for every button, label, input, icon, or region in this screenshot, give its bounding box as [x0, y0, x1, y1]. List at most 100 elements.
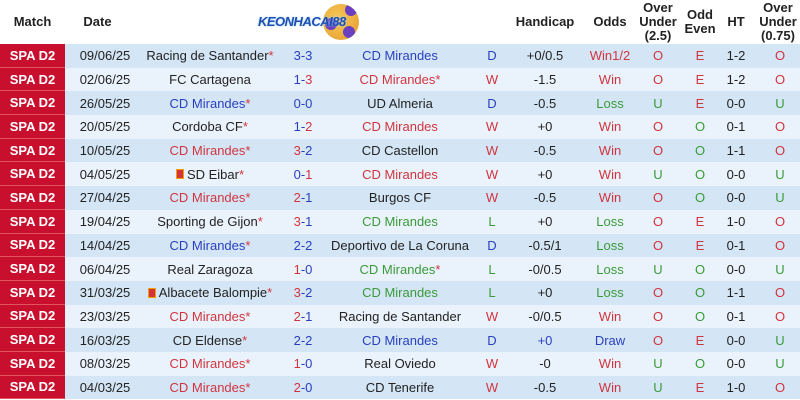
league-badge: SPA D2 [0, 375, 65, 400]
league-badge: SPA D2 [0, 44, 65, 68]
odd-even: E [680, 234, 720, 258]
away-team[interactable]: CD Mirandes * [320, 257, 480, 281]
over-under-075-text: O [774, 72, 786, 88]
odd-even-text: O [694, 190, 706, 206]
odd-even-text: E [695, 379, 705, 395]
odd-even: O [680, 305, 720, 329]
home-score: 3 [293, 143, 301, 159]
home-team[interactable]: FC Cartagena [135, 68, 285, 92]
star-icon: * [245, 143, 251, 159]
table-row[interactable]: SPA D2 31/03/25 Albacete Balompie * 3-2 CD Mi… [0, 280, 800, 305]
result-text: W [485, 379, 499, 395]
table-row[interactable]: SPA D2 09/06/25 Racing de Santander * 3-3 CD … [0, 44, 800, 68]
date-text: 26/05/25 [79, 95, 131, 111]
away-team[interactable]: CD Mirandes [320, 281, 480, 305]
table-row[interactable]: SPA D2 08/03/25 CD Mirandes * 1-0 Real Oviedo… [0, 351, 800, 376]
away-team[interactable]: Racing de Santander [320, 305, 480, 329]
star-icon: * [435, 261, 441, 277]
away-score: 1 [305, 308, 313, 324]
table-row[interactable]: SPA D2 20/05/25 Cordoba CF * 1-2 CD Mirandes W… [0, 115, 800, 139]
table-row[interactable]: SPA D2 06/04/25 Real Zaragoza 1-0 CD Mirande… [0, 257, 800, 281]
table-row[interactable]: SPA D2 19/04/25 Sporting de Gijon * 3-1 CD Mi… [0, 209, 800, 234]
table-row[interactable]: SPA D2 16/03/25 CD Eldense * 2-2 CD Mirandes D… [0, 328, 800, 352]
result-text: W [485, 356, 499, 372]
match-date: 23/03/25 [65, 305, 145, 329]
odds: Win [585, 352, 635, 376]
result-text: W [485, 143, 499, 159]
home-team[interactable]: CD Mirandes * [135, 305, 285, 329]
home-team[interactable]: CD Mirandes * [135, 376, 285, 400]
handicap: -0.5 [510, 91, 580, 115]
away-team[interactable]: Real Oviedo [320, 352, 480, 376]
odds-text: Loss [596, 261, 624, 277]
score-separator: - [300, 379, 306, 395]
over-under-text: O [652, 332, 664, 348]
odd-even: O [680, 115, 720, 139]
home-team-name: SD Eibar [186, 166, 239, 182]
over-under: O [636, 139, 680, 163]
home-team[interactable]: CD Mirandes * [135, 91, 285, 115]
away-team[interactable]: UD Almeria [320, 91, 480, 115]
home-team[interactable]: Sporting de Gijon * [135, 210, 285, 234]
table-row[interactable]: SPA D2 04/03/25 CD Mirandes * 2-0 CD Tenerife… [0, 375, 800, 400]
over-under: O [636, 44, 680, 68]
home-team[interactable]: CD Eldense * [135, 328, 285, 352]
table-row[interactable]: SPA D2 02/06/25 FC Cartagena 1-3 CD Mirandes… [0, 67, 800, 92]
home-team-name: FC Cartagena [169, 72, 251, 88]
over-under-075: U [756, 91, 800, 115]
star-icon: * [242, 119, 248, 135]
home-team[interactable]: CD Mirandes * [135, 352, 285, 376]
home-score: 1 [293, 261, 301, 277]
away-team[interactable]: CD Tenerife [320, 376, 480, 400]
away-team[interactable]: CD Mirandes [320, 44, 480, 68]
league-label: SPA D2 [9, 118, 56, 134]
score-separator: - [300, 261, 306, 277]
over-under-075: U [756, 328, 800, 352]
league-label: SPA D2 [9, 308, 56, 324]
away-team[interactable]: CD Mirandes [320, 328, 480, 352]
odds-text: Loss [596, 237, 624, 253]
home-team[interactable]: CD Mirandes * [135, 139, 285, 163]
home-team[interactable]: Cordoba CF * [135, 115, 285, 139]
score-separator: - [300, 190, 306, 206]
home-team[interactable]: CD Mirandes * [135, 186, 285, 210]
score-separator: - [300, 285, 306, 301]
home-team[interactable]: Racing de Santander * [135, 44, 285, 68]
handicap: +0 [510, 210, 580, 234]
table-row[interactable]: SPA D2 23/03/25 CD Mirandes * 2-1 Racing de S… [0, 304, 800, 329]
away-team[interactable]: CD Mirandes [320, 210, 480, 234]
over-under: O [636, 281, 680, 305]
half-time: 0-1 [720, 305, 752, 329]
away-score: 0 [305, 261, 313, 277]
away-score: 1 [305, 190, 313, 206]
home-team[interactable]: SD Eibar * [135, 162, 285, 186]
header-over-under: Over Under (2.5) [639, 0, 677, 43]
away-team[interactable]: Burgos CF [320, 186, 480, 210]
odds-text: Win [598, 190, 622, 206]
away-team[interactable]: CD Mirandes [320, 162, 480, 186]
score-separator: - [300, 308, 306, 324]
table-row[interactable]: SPA D2 26/05/25 CD Mirandes * 0-0 UD Almeria D… [0, 91, 800, 116]
handicap: +0 [510, 328, 580, 352]
away-team[interactable]: CD Mirandes * [320, 68, 480, 92]
home-team[interactable]: Real Zaragoza [135, 257, 285, 281]
away-team[interactable]: CD Castellon [320, 139, 480, 163]
ht-text: 0-0 [726, 261, 746, 277]
star-icon: * [268, 48, 274, 64]
table-row[interactable]: SPA D2 14/04/25 CD Mirandes * 2-2 Deportivo d… [0, 233, 800, 258]
match-date: 20/05/25 [65, 115, 145, 139]
away-team[interactable]: CD Mirandes [320, 115, 480, 139]
league-label: SPA D2 [9, 379, 56, 395]
home-team-name: CD Mirandes [169, 95, 246, 111]
odds: Loss [585, 91, 635, 115]
over-under-075-text: U [775, 190, 785, 206]
date-text: 23/03/25 [79, 308, 131, 324]
away-team[interactable]: Deportivo de La Coruna [320, 234, 480, 258]
odd-even-text: E [695, 237, 705, 253]
home-team[interactable]: CD Mirandes * [135, 234, 285, 258]
table-row[interactable]: SPA D2 04/05/25 SD Eibar * 0-1 CD Mirandes W +0… [0, 162, 800, 187]
table-row[interactable]: SPA D2 27/04/25 CD Mirandes * 2-1 Burgos CF W -… [0, 186, 800, 210]
header-odd-even: Odd Even [684, 7, 716, 36]
home-team[interactable]: Albacete Balompie * [135, 281, 285, 305]
table-row[interactable]: SPA D2 10/05/25 CD Mirandes * 3-2 CD Castello… [0, 138, 800, 163]
